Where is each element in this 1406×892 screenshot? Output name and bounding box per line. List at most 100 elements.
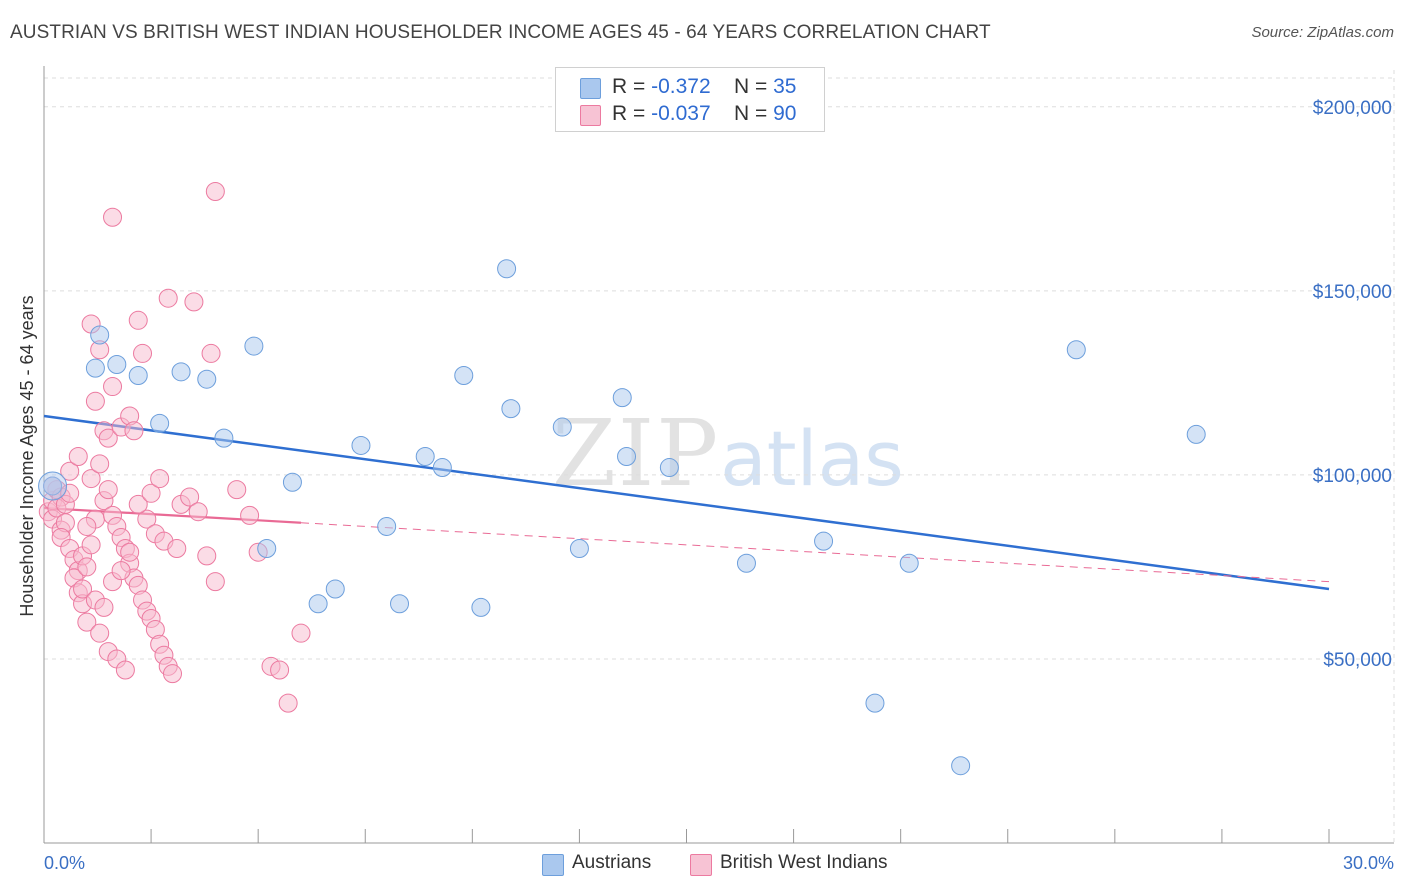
british-west-indian-point <box>197 546 217 566</box>
british-west-indian-point <box>205 572 225 592</box>
british-west-indian-point <box>227 480 247 500</box>
british-west-indian-point <box>115 660 135 680</box>
austrian-point <box>128 366 148 386</box>
austrian-point <box>865 693 885 713</box>
british-west-indian-point <box>240 505 260 525</box>
british-west-indian-point <box>81 469 101 489</box>
austrian-point <box>1186 424 1206 444</box>
british-west-indian-point <box>128 310 148 330</box>
austrian-point <box>214 428 234 448</box>
data-points <box>38 181 1206 776</box>
y-tick-label: $150,000 <box>1313 282 1392 303</box>
british-west-indian-point <box>111 561 131 581</box>
y-tick-label: $200,000 <box>1313 98 1392 119</box>
british-west-indian-point <box>77 516 97 536</box>
british-west-indian-point <box>278 693 298 713</box>
british-west-indian-point <box>73 579 93 599</box>
british-west-indian-point <box>128 494 148 514</box>
austrian-point <box>471 597 491 617</box>
austrian-point <box>899 553 919 573</box>
austrian-point <box>569 539 589 559</box>
british-west-indian-point <box>201 343 221 363</box>
british-west-indian-point <box>120 542 140 562</box>
british-west-indian-point <box>60 483 80 503</box>
y-tick-label: $100,000 <box>1313 466 1392 487</box>
n-value: 35 <box>773 75 797 98</box>
blue-swatch <box>542 854 564 876</box>
stats-text: R = -0.372 N = 35 <box>612 75 796 99</box>
austrian-point <box>43 476 63 496</box>
british-west-indian-point <box>90 623 110 643</box>
x-tick-label: 30.0% <box>1343 853 1394 873</box>
austrian-point <box>85 358 105 378</box>
series-legend: Austrians British West Indians <box>0 852 1406 878</box>
austrians-trend-line <box>43 414 1330 591</box>
british-west-indian-point <box>94 597 114 617</box>
grid <box>44 70 1395 843</box>
austrian-point <box>325 579 345 599</box>
british-west-indian-point <box>90 454 110 474</box>
pink-swatch <box>690 854 712 876</box>
trend-lines <box>43 414 1330 591</box>
british-west-indian-point <box>141 483 161 503</box>
y-axis-title: Householder Income Ages 45 - 64 years <box>17 295 37 616</box>
austrian-point <box>454 366 474 386</box>
british-west-indian-point <box>163 664 182 684</box>
austrian-point-large <box>38 471 68 501</box>
stats-legend: R = -0.372 N = 35 R = -0.037 N = 90 <box>555 67 825 132</box>
british-west-indian-point <box>77 612 97 632</box>
british-west-indian-point <box>205 181 225 201</box>
austrian-point <box>612 388 632 408</box>
austrian-point <box>150 413 170 433</box>
austrian-point <box>814 531 834 551</box>
legend-label: Austrians <box>572 852 652 873</box>
austrian-point <box>617 447 637 466</box>
british-west-indians-trend-line <box>43 506 302 524</box>
british-west-indians-trend-extension <box>300 522 1330 583</box>
british-west-indian-point <box>85 391 105 411</box>
tick-labels: $50,000 $100,000 $150,000 $200,000 0.0% 30.0%… <box>17 98 1394 873</box>
source-label: Source: ZipAtlas.com <box>1251 24 1394 41</box>
austrian-point <box>90 325 110 345</box>
british-west-indian-point <box>291 623 311 643</box>
austrian-point <box>736 553 756 573</box>
british-west-indian-point <box>60 461 80 481</box>
austrian-point <box>257 539 277 559</box>
r-label: R = <box>612 102 646 125</box>
austrian-point <box>390 594 410 614</box>
british-west-indian-point <box>158 288 178 308</box>
british-west-indian-point <box>150 469 170 489</box>
british-west-indian-point <box>180 487 200 507</box>
r-value: -0.372 <box>651 75 711 98</box>
austrian-point <box>377 516 397 536</box>
british-west-indian-point <box>124 421 144 441</box>
austrian-point <box>107 354 127 374</box>
blue-swatch <box>580 78 601 99</box>
n-label: N = <box>734 102 768 125</box>
british-west-indian-point <box>133 343 153 363</box>
stats-text: R = -0.037 N = 90 <box>612 102 796 126</box>
austrian-point <box>415 447 435 466</box>
chart-title: AUSTRIAN VS BRITISH WEST INDIAN HOUSEHOL… <box>10 22 991 43</box>
austrian-point <box>308 594 328 614</box>
austrian-point <box>1066 340 1086 360</box>
british-west-indian-point <box>98 480 118 500</box>
british-west-indian-point <box>81 535 101 555</box>
british-west-indian-point <box>98 428 118 448</box>
austrian-point <box>659 458 679 478</box>
austrian-point <box>501 399 521 419</box>
british-west-indian-point <box>77 557 97 577</box>
austrian-point <box>282 472 302 492</box>
british-west-indian-point <box>137 509 157 529</box>
british-west-indian-point <box>188 502 208 522</box>
n-value: 90 <box>773 102 797 125</box>
british-west-indian-point <box>167 539 187 559</box>
british-west-indian-point <box>103 207 123 227</box>
watermark-atlas: atlas <box>720 414 904 503</box>
austrian-point <box>432 458 452 478</box>
y-tick-label: $50,000 <box>1323 650 1392 671</box>
austrian-point <box>951 756 971 776</box>
r-label: R = <box>612 75 646 98</box>
british-west-indian-point <box>103 377 123 397</box>
